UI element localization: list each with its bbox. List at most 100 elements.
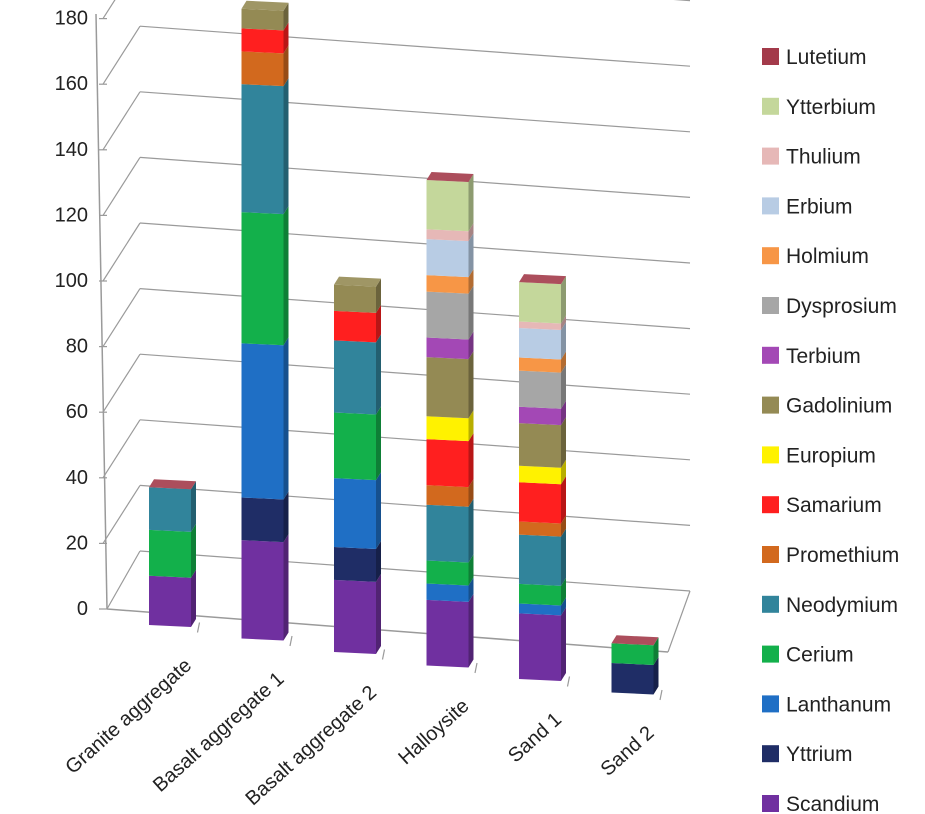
x-category-label: Sand 2 bbox=[597, 722, 659, 781]
legend-item: Lanthanum bbox=[762, 693, 891, 716]
bar-segment-side bbox=[561, 459, 566, 485]
bar-segment-side bbox=[561, 276, 566, 324]
x-tick-mark bbox=[566, 676, 571, 687]
legend-item: Dysprosium bbox=[762, 295, 897, 318]
bar-segment-side bbox=[468, 331, 474, 360]
bar-column bbox=[149, 479, 196, 627]
bar-cap bbox=[334, 276, 381, 287]
bar-segment-side bbox=[468, 351, 474, 419]
bar-column bbox=[611, 635, 659, 695]
bar-segment-side bbox=[561, 400, 566, 426]
legend-item: Yttrium bbox=[762, 743, 853, 766]
floor-left-edge bbox=[106, 550, 141, 610]
bar-segment bbox=[426, 291, 469, 340]
bar-segment-side bbox=[376, 472, 381, 550]
bar-segment-side bbox=[376, 406, 381, 481]
legend-label: Europium bbox=[786, 444, 876, 467]
bar-segment bbox=[334, 412, 376, 481]
bar-segment-side bbox=[283, 2, 289, 31]
gridline-back bbox=[673, 0, 691, 2]
bar-segment bbox=[426, 229, 469, 242]
legend-swatch bbox=[762, 595, 779, 613]
bar-segment-side bbox=[468, 285, 474, 340]
bar-segment bbox=[241, 28, 284, 54]
bar-segment bbox=[519, 465, 561, 485]
legend-item: Promethium bbox=[762, 544, 899, 567]
bar-segment bbox=[519, 583, 561, 606]
legend-label: Lutetium bbox=[786, 46, 867, 69]
bar-segment-side bbox=[561, 476, 566, 524]
x-category-label: Sand 1 bbox=[504, 708, 566, 767]
bar-segment bbox=[611, 643, 654, 665]
bar-segment bbox=[611, 662, 654, 695]
bar-column bbox=[519, 274, 566, 681]
bar-segment-side bbox=[561, 515, 566, 537]
y-tick-label: 100 bbox=[55, 270, 88, 292]
gridline-back bbox=[139, 156, 691, 198]
bar-segment bbox=[426, 416, 469, 442]
bar-cap bbox=[611, 635, 659, 646]
gridline-side bbox=[102, 222, 141, 282]
bar-segment bbox=[519, 406, 561, 426]
legend-swatch bbox=[762, 446, 779, 464]
bar-segment-side bbox=[653, 637, 659, 665]
y-tick-label: 120 bbox=[55, 204, 88, 226]
bar-segment bbox=[426, 583, 469, 602]
bar-segment-side bbox=[191, 481, 196, 532]
y-tick-label: 80 bbox=[66, 336, 88, 358]
bar-segment-side bbox=[376, 573, 381, 654]
bar-segment bbox=[334, 284, 376, 313]
bar-segment bbox=[426, 439, 469, 488]
bar-segment bbox=[426, 275, 469, 294]
legend-swatch bbox=[762, 297, 779, 314]
bar-segment bbox=[519, 321, 561, 331]
legend-swatch bbox=[762, 247, 779, 265]
bar-segment-side bbox=[561, 322, 566, 360]
floor-back-edge bbox=[139, 550, 691, 592]
bar-segment-side bbox=[283, 337, 289, 500]
x-tick-mark bbox=[196, 622, 201, 633]
bar-cap bbox=[519, 274, 566, 285]
x-tick-mark bbox=[659, 689, 663, 701]
bar-segment bbox=[426, 180, 469, 232]
gridline-side bbox=[102, 25, 141, 85]
bar-segment bbox=[519, 423, 561, 468]
legend-item: Cerium bbox=[762, 644, 854, 667]
bar-segment bbox=[519, 357, 561, 373]
bar-segment-side bbox=[283, 491, 289, 543]
legend-swatch bbox=[762, 396, 779, 414]
bar-segment-side bbox=[561, 417, 566, 468]
bar-segment-side bbox=[468, 269, 474, 294]
legend-label: Holmium bbox=[786, 245, 869, 268]
bar-segment-side bbox=[561, 364, 566, 409]
gridline-back bbox=[139, 222, 691, 264]
bar-segment-side bbox=[468, 433, 474, 488]
bar-segment-side bbox=[376, 334, 381, 415]
legend-swatch bbox=[762, 48, 779, 65]
bar-segment bbox=[426, 504, 469, 563]
bar-segment bbox=[334, 340, 376, 415]
legend-label: Promethium bbox=[786, 544, 899, 567]
bar-segment-side bbox=[561, 607, 566, 681]
legend-item: Scandium bbox=[762, 793, 879, 814]
x-tick-mark bbox=[381, 649, 386, 660]
bar-segment bbox=[149, 575, 191, 627]
x-category-label: Halloysite bbox=[394, 695, 473, 769]
gridline-back bbox=[139, 25, 691, 67]
bar-segment-side bbox=[376, 541, 381, 582]
legend-swatch bbox=[762, 546, 779, 563]
legend-item: Europium bbox=[762, 444, 876, 467]
bar-segment-side bbox=[283, 45, 289, 87]
bar-segment-side bbox=[283, 206, 289, 346]
gridlines bbox=[102, 0, 691, 544]
bar-column bbox=[334, 276, 381, 654]
y-tick-label: 180 bbox=[55, 8, 88, 30]
bar-segment-side bbox=[468, 223, 474, 242]
bar-segment bbox=[426, 560, 469, 586]
legend-item: Terbium bbox=[762, 345, 861, 368]
bar-segment bbox=[519, 534, 561, 586]
gridline-side bbox=[102, 157, 141, 216]
bar-segment bbox=[426, 599, 469, 668]
bar-segment-side bbox=[376, 278, 381, 313]
